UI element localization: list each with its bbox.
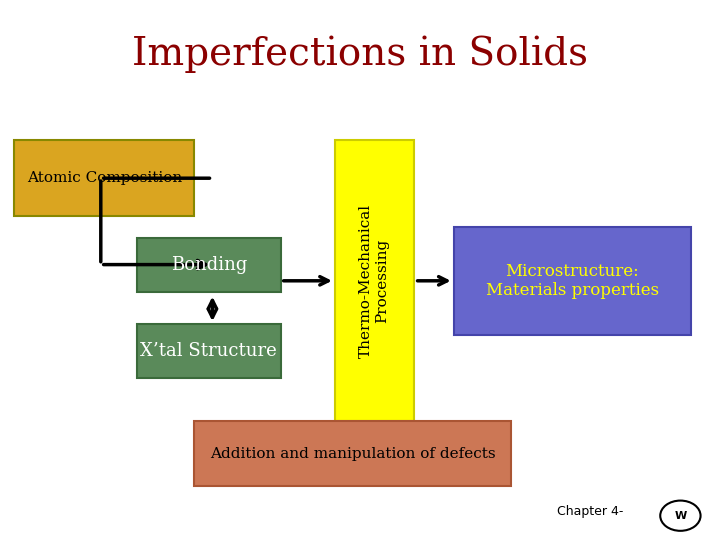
Text: Atomic Composition: Atomic Composition bbox=[27, 171, 182, 185]
Text: X’tal Structure: X’tal Structure bbox=[140, 342, 277, 360]
FancyBboxPatch shape bbox=[454, 227, 691, 335]
FancyBboxPatch shape bbox=[194, 421, 511, 486]
FancyBboxPatch shape bbox=[137, 238, 281, 292]
FancyBboxPatch shape bbox=[14, 140, 194, 216]
Text: Thermo-Mechanical
Processing: Thermo-Mechanical Processing bbox=[359, 204, 390, 358]
Text: Addition and manipulation of defects: Addition and manipulation of defects bbox=[210, 447, 495, 461]
Text: Microstructure:
Materials properties: Microstructure: Materials properties bbox=[486, 262, 659, 299]
Text: Chapter 4-: Chapter 4- bbox=[557, 505, 624, 518]
Text: Bonding: Bonding bbox=[171, 255, 247, 274]
Text: W: W bbox=[674, 511, 687, 521]
FancyBboxPatch shape bbox=[335, 140, 414, 421]
FancyBboxPatch shape bbox=[137, 324, 281, 378]
Text: Imperfections in Solids: Imperfections in Solids bbox=[132, 35, 588, 73]
